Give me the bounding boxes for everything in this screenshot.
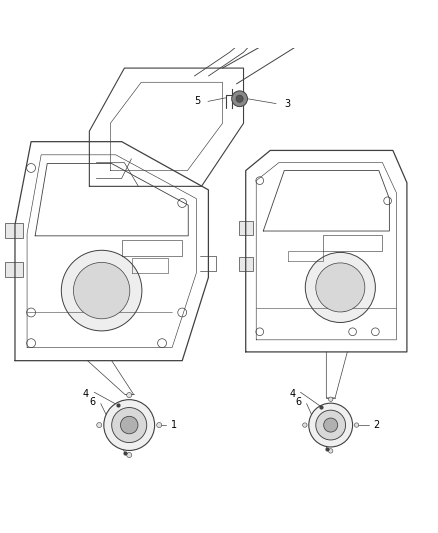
Text: 4: 4 xyxy=(290,390,296,399)
Text: 5: 5 xyxy=(194,96,200,107)
Circle shape xyxy=(324,418,338,432)
Text: 2: 2 xyxy=(373,420,379,430)
Circle shape xyxy=(61,251,142,331)
Circle shape xyxy=(316,263,365,312)
Bar xyxy=(239,257,253,271)
Text: 4: 4 xyxy=(82,390,88,399)
Circle shape xyxy=(328,449,333,453)
Circle shape xyxy=(305,253,375,322)
Circle shape xyxy=(328,397,333,401)
Circle shape xyxy=(120,416,138,434)
Circle shape xyxy=(127,453,132,457)
Text: 6: 6 xyxy=(89,397,95,407)
Circle shape xyxy=(104,400,155,450)
Circle shape xyxy=(354,423,359,427)
Circle shape xyxy=(97,423,102,427)
Bar xyxy=(239,221,253,235)
Circle shape xyxy=(236,95,243,102)
Circle shape xyxy=(127,392,132,398)
Text: 6: 6 xyxy=(296,397,302,407)
Text: 3: 3 xyxy=(284,99,290,109)
Circle shape xyxy=(232,91,247,107)
Circle shape xyxy=(303,423,307,427)
Circle shape xyxy=(316,410,346,440)
Circle shape xyxy=(74,262,130,319)
Text: 1: 1 xyxy=(171,420,177,430)
Bar xyxy=(5,262,23,278)
Bar xyxy=(5,223,23,238)
Circle shape xyxy=(112,408,147,442)
Circle shape xyxy=(157,423,162,427)
Circle shape xyxy=(309,403,353,447)
